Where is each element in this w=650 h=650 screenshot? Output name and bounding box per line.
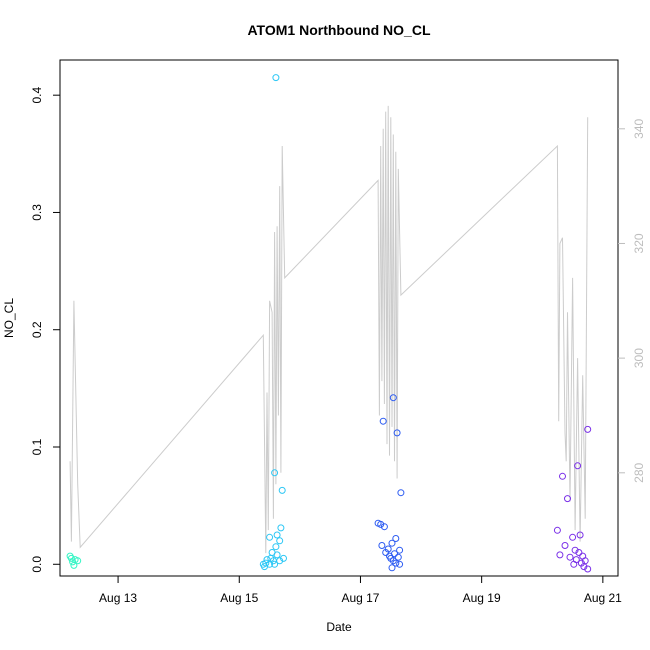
data-point xyxy=(380,523,388,531)
data-point xyxy=(389,394,397,402)
y2-tick-label: 280 xyxy=(632,462,646,482)
data-point xyxy=(70,561,78,569)
data-point xyxy=(564,495,571,503)
data-point xyxy=(272,543,280,551)
data-point xyxy=(576,531,584,539)
data-point xyxy=(74,557,82,565)
data-point xyxy=(271,469,279,477)
data-point xyxy=(280,554,287,562)
x-tick-label: Aug 21 xyxy=(584,591,622,605)
data-point xyxy=(561,542,569,549)
data-point xyxy=(278,486,286,494)
y2-tick-label: 300 xyxy=(632,348,646,368)
line-series xyxy=(69,105,589,554)
x-axis: Aug 13 Aug 15 Aug 17 Aug 19 Aug 21 xyxy=(99,576,622,605)
data-point xyxy=(259,560,267,568)
data-point xyxy=(392,535,400,542)
y-tick-label: 0.1 xyxy=(30,438,44,455)
chart-title: ATOM1 Northbound NO_CL xyxy=(247,22,430,38)
data-point xyxy=(396,560,404,568)
x-tick-label: Aug 19 xyxy=(463,591,501,605)
points-layer xyxy=(66,74,592,573)
data-point xyxy=(272,74,280,82)
data-point xyxy=(580,563,588,571)
data-point xyxy=(393,429,401,437)
data-point xyxy=(277,524,285,532)
data-point xyxy=(584,425,592,433)
x-tick-label: Aug 15 xyxy=(220,591,258,605)
data-point xyxy=(574,462,582,470)
y2-tick-label: 320 xyxy=(632,233,646,253)
data-point xyxy=(575,549,583,556)
data-point xyxy=(379,417,387,425)
data-point xyxy=(273,551,281,559)
y-tick-label: 0.0 xyxy=(30,556,44,573)
x-tick-label: Aug 13 xyxy=(99,591,137,605)
data-point xyxy=(273,531,281,539)
data-point xyxy=(566,553,574,561)
data-point xyxy=(271,560,279,568)
y-axis-label: NO_CL xyxy=(2,298,16,338)
data-point xyxy=(266,533,274,541)
y-tick-label: 0.2 xyxy=(30,321,44,338)
x-tick-label: Aug 17 xyxy=(341,591,379,605)
y-tick-label: 0.4 xyxy=(30,87,44,104)
data-point xyxy=(388,564,396,572)
data-point xyxy=(394,553,402,561)
x-axis-label: Date xyxy=(326,620,352,634)
data-point xyxy=(276,557,284,565)
y-tick-label: 0.3 xyxy=(30,204,44,221)
data-point xyxy=(378,542,386,549)
y-axis: 0.0 0.1 0.2 0.3 0.4 xyxy=(30,87,60,573)
data-point xyxy=(382,549,390,556)
data-point xyxy=(392,559,400,567)
data-point xyxy=(397,489,405,497)
data-point xyxy=(553,526,561,534)
data-point xyxy=(388,539,396,547)
data-point xyxy=(67,554,75,562)
data-point xyxy=(377,520,385,528)
y2-tick-label: 340 xyxy=(632,118,646,138)
data-point xyxy=(559,472,566,480)
data-point xyxy=(276,537,284,545)
data-point xyxy=(396,546,404,554)
data-point xyxy=(584,565,592,573)
data-point xyxy=(571,546,579,554)
data-point xyxy=(569,533,577,541)
data-point xyxy=(570,560,578,568)
y-axis-right: 280 300 320 340 xyxy=(618,118,646,483)
plot-frame xyxy=(59,59,619,577)
data-point xyxy=(556,551,564,559)
line-series-layer xyxy=(69,105,589,554)
